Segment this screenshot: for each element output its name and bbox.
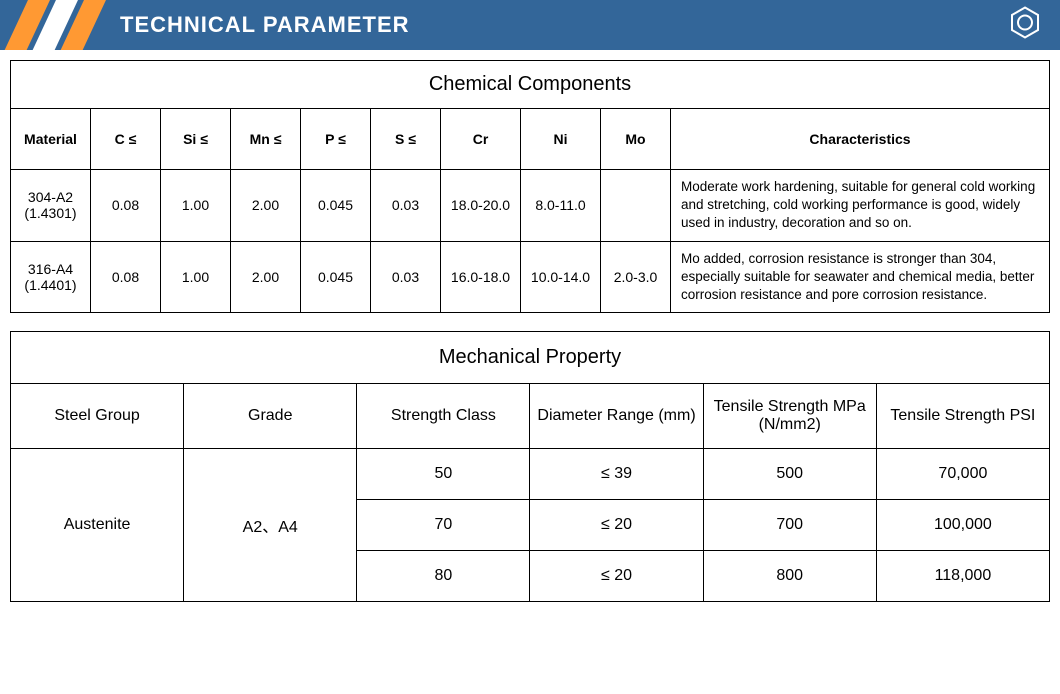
table-row: Austenite A2、A4 50 ≤ 39 500 70,000 [11, 449, 1050, 500]
cell-ni: 8.0-11.0 [521, 170, 601, 242]
content-section: Chemical Components Material C ≤ Si ≤ Mn… [0, 60, 1060, 602]
cell-mpa: 700 [703, 500, 876, 551]
chemical-components-table: Chemical Components Material C ≤ Si ≤ Mn… [10, 60, 1050, 313]
cell-dia: ≤ 39 [530, 449, 703, 500]
col-grade: Grade [184, 384, 357, 449]
col-ni: Ni [521, 109, 601, 170]
mech-table-title: Mechanical Property [11, 332, 1050, 384]
cell-dia: ≤ 20 [530, 551, 703, 602]
cell-mpa: 800 [703, 551, 876, 602]
cell-class: 70 [357, 500, 530, 551]
col-material: Material [11, 109, 91, 170]
table-row: 304-A2 (1.4301) 0.08 1.00 2.00 0.045 0.0… [11, 170, 1050, 242]
cell-dia: ≤ 20 [530, 500, 703, 551]
cell-s: 0.03 [371, 241, 441, 313]
col-tensile-psi: Tensile Strength PSI [876, 384, 1049, 449]
cell-cr: 18.0-20.0 [441, 170, 521, 242]
cell-mn: 2.00 [231, 241, 301, 313]
col-s: S ≤ [371, 109, 441, 170]
cell-class: 80 [357, 551, 530, 602]
col-tensile-mpa: Tensile Strength MPa (N/mm2) [703, 384, 876, 449]
col-mo: Mo [601, 109, 671, 170]
cell-c: 0.08 [91, 241, 161, 313]
mechanical-property-table: Mechanical Property Steel Group Grade St… [10, 331, 1050, 602]
cell-char: Moderate work hardening, suitable for ge… [671, 170, 1050, 242]
cell-c: 0.08 [91, 170, 161, 242]
cell-psi: 100,000 [876, 500, 1049, 551]
cell-mo: 2.0-3.0 [601, 241, 671, 313]
cell-p: 0.045 [301, 170, 371, 242]
col-si: Si ≤ [161, 109, 231, 170]
col-p: P ≤ [301, 109, 371, 170]
cell-cr: 16.0-18.0 [441, 241, 521, 313]
chem-table-title: Chemical Components [11, 61, 1050, 109]
table-title-row: Mechanical Property [11, 332, 1050, 384]
cell-p: 0.045 [301, 241, 371, 313]
cell-ni: 10.0-14.0 [521, 241, 601, 313]
col-c: C ≤ [91, 109, 161, 170]
cell-s: 0.03 [371, 170, 441, 242]
col-char: Characteristics [671, 109, 1050, 170]
cell-grade: A2、A4 [184, 449, 357, 602]
header-stripes [0, 0, 110, 50]
table-row: 316-A4 (1.4401) 0.08 1.00 2.00 0.045 0.0… [11, 241, 1050, 313]
cell-material: 304-A2 (1.4301) [11, 170, 91, 242]
page-title: TECHNICAL PARAMETER [120, 12, 410, 38]
header-bar: TECHNICAL PARAMETER [0, 0, 1060, 50]
cell-material: 316-A4 (1.4401) [11, 241, 91, 313]
col-mn: Mn ≤ [231, 109, 301, 170]
cell-class: 50 [357, 449, 530, 500]
cell-psi: 70,000 [876, 449, 1049, 500]
col-cr: Cr [441, 109, 521, 170]
cell-mn: 2.00 [231, 170, 301, 242]
cell-psi: 118,000 [876, 551, 1049, 602]
col-steel-group: Steel Group [11, 384, 184, 449]
cell-mpa: 500 [703, 449, 876, 500]
col-strength-class: Strength Class [357, 384, 530, 449]
cell-char: Mo added, corrosion resistance is strong… [671, 241, 1050, 313]
cell-mo [601, 170, 671, 242]
col-dia-range: Diameter Range (mm) [530, 384, 703, 449]
chem-header-row: Material C ≤ Si ≤ Mn ≤ P ≤ S ≤ Cr Ni Mo … [11, 109, 1050, 170]
cell-steel-group: Austenite [11, 449, 184, 602]
cell-si: 1.00 [161, 170, 231, 242]
table-title-row: Chemical Components [11, 61, 1050, 109]
hexagon-nut-icon [1008, 6, 1042, 45]
mech-header-row: Steel Group Grade Strength Class Diamete… [11, 384, 1050, 449]
cell-si: 1.00 [161, 241, 231, 313]
